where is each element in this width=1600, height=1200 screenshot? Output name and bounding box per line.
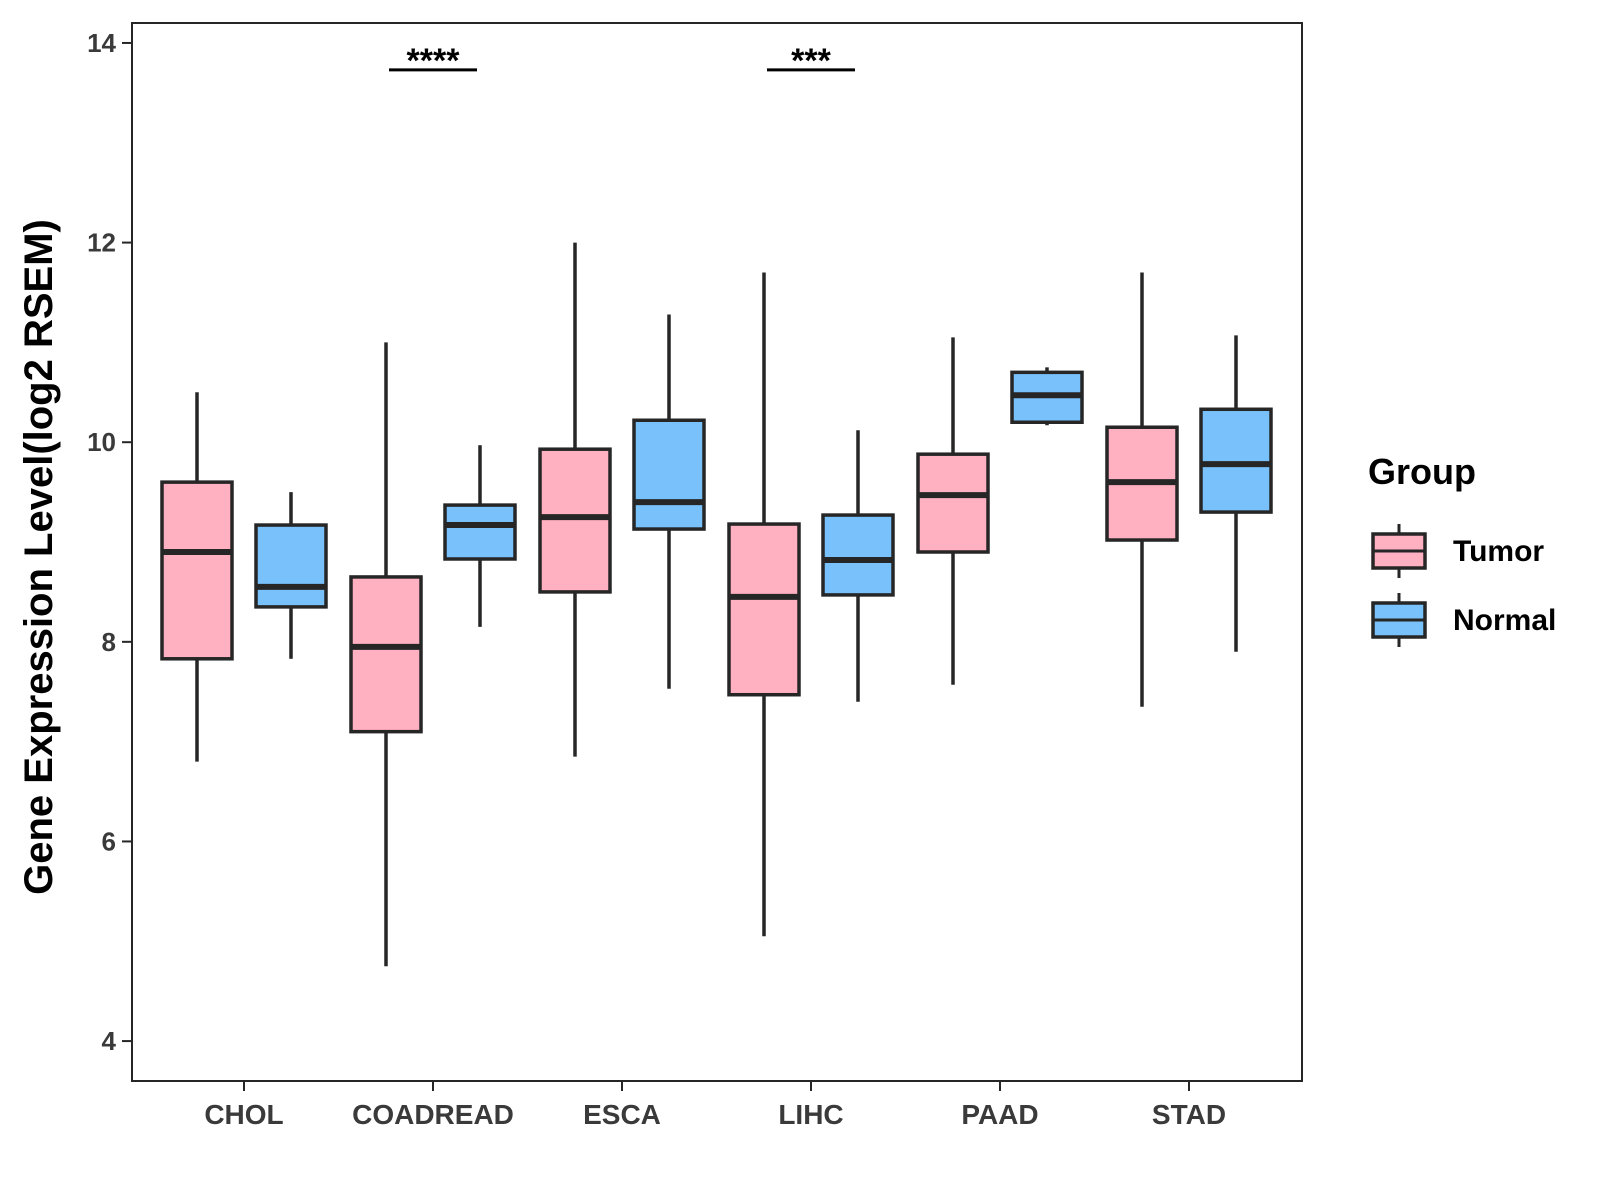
plot-area: **** ***	[160, 42, 1273, 967]
x-tick-label: CHOL	[204, 1099, 283, 1130]
y-tick-label: 8	[102, 627, 116, 657]
x-tick-label: COADREAD	[352, 1099, 514, 1130]
legend-entry-tumor: Tumor	[1371, 524, 1544, 578]
box-body	[1199, 407, 1273, 514]
y-tick-label: 10	[87, 427, 116, 457]
box-body	[538, 447, 612, 594]
box-tumor-esca	[538, 242, 612, 757]
box-tumor-paad	[916, 337, 990, 685]
y-tick-label: 12	[87, 228, 116, 258]
box-body	[349, 575, 423, 734]
box-body	[916, 452, 990, 554]
box-normal-paad	[1010, 367, 1084, 426]
y-tick-label: 6	[102, 826, 116, 856]
box-body	[821, 513, 895, 597]
box-body	[727, 522, 801, 697]
legend-label: Tumor	[1453, 535, 1544, 568]
x-axis: CHOL COADREAD ESCA LIHC PAAD STAD	[204, 1081, 1226, 1130]
box-normal-chol	[254, 492, 328, 659]
significance-coadread: ****	[389, 42, 477, 80]
x-tick-label: LIHC	[778, 1099, 843, 1130]
legend-title: Group	[1368, 451, 1476, 492]
significance-lihc: ***	[767, 42, 855, 80]
y-tick-label: 4	[102, 1026, 117, 1056]
box-body	[443, 503, 517, 561]
box-tumor-chol	[160, 392, 234, 762]
legend: Group Tumor Normal	[1368, 451, 1556, 647]
significance-label: ****	[407, 42, 461, 80]
box-normal-lihc	[821, 430, 895, 702]
box-normal-esca	[632, 314, 706, 689]
box-normal-stad	[1199, 335, 1273, 652]
box-tumor-lihc	[727, 272, 801, 937]
box-body	[160, 480, 234, 661]
panel-border	[131, 22, 1303, 1082]
box-tumor-stad	[1105, 272, 1179, 707]
y-axis-title: Gene Expression Level(log2 RSEM)	[17, 219, 61, 895]
legend-label: Normal	[1453, 604, 1556, 637]
significance-label: ***	[791, 42, 831, 80]
box-body	[254, 523, 328, 609]
x-tick-label: STAD	[1152, 1099, 1226, 1130]
y-axis: 4 6 8 10 12 14	[87, 28, 132, 1056]
box-normal-coadread	[443, 445, 517, 627]
x-tick-label: ESCA	[583, 1099, 661, 1130]
y-tick-label: 14	[87, 28, 116, 58]
box-tumor-coadread	[349, 342, 423, 967]
legend-entry-normal: Normal	[1371, 593, 1556, 647]
x-tick-label: PAAD	[961, 1099, 1038, 1130]
box-body	[632, 418, 706, 531]
